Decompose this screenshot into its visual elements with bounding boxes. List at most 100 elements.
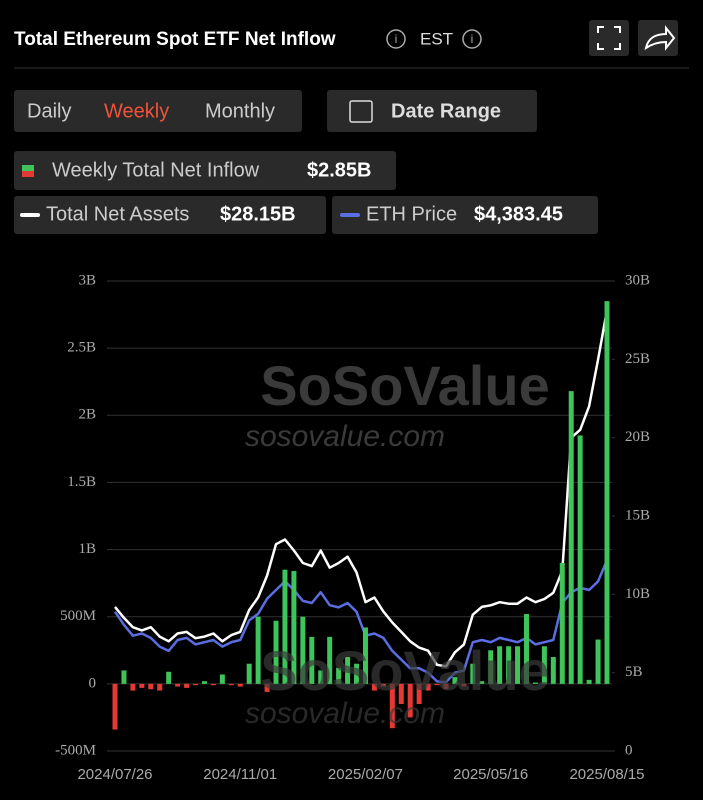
bar [219,674,225,684]
bar [523,614,529,684]
bar [452,677,458,684]
bar [398,683,404,704]
x-tick-label: 2025/05/16 [453,766,528,783]
bar [139,683,145,688]
bar [541,646,547,684]
x-tick-label: 2024/11/01 [203,766,277,783]
legend-label: Total Net Assets [46,203,189,225]
y2-tick-label: 20B [625,429,650,445]
bar [184,683,190,688]
bar [291,571,297,684]
legend-value: $4,383.45 [474,203,563,225]
info-icon[interactable] [386,29,406,49]
y-tick-label: 2.5B [67,340,96,356]
legend-item[interactable] [14,151,396,190]
y2-tick-label: 5B [625,664,643,680]
y-tick-label: 1B [78,541,96,557]
bar [130,683,136,691]
legend-item[interactable] [332,196,598,234]
bar [228,683,234,686]
bar [461,683,467,687]
bar [166,671,172,684]
bar [255,616,261,684]
bar [532,682,538,684]
bar [479,681,485,684]
legend-swatch [22,171,34,177]
bar [193,683,199,686]
bar [470,663,476,684]
bar [282,569,288,684]
watermark: sosovalue.com [245,697,445,730]
bar [246,663,252,684]
fullscreen-button[interactable] [589,20,629,56]
bar [559,563,565,684]
legend-value: $2.85B [307,159,372,181]
calendar-icon [349,100,373,123]
bar [586,679,592,684]
tab-group [14,90,302,132]
title: Total Ethereum Spot ETF Net Inflow [14,29,336,50]
date-range-label: Date Range [391,100,501,122]
bar [371,683,377,691]
x-tick-label: 2024/07/26 [77,766,152,783]
bar [407,683,413,718]
info-icon[interactable] [462,29,482,49]
tab[interactable]: Daily [27,100,71,122]
bar [264,683,270,692]
watermark: SoSoValue [260,639,549,702]
plot: 3B 2.5B 2B 1.5B 1B 500M 0 -500M 30B 25B 20B 15B 10B 5… [55,272,650,783]
bar [300,616,306,684]
bar [577,435,583,684]
legend-value: $28.15B [220,203,296,225]
timezone: EST [420,29,453,48]
y2-tick-label: 15B [625,507,650,523]
bar [443,683,449,690]
x-tick-label: 2025/08/15 [569,766,644,783]
bar [157,683,163,691]
legend-item[interactable] [14,196,326,234]
legend-label: ETH Price [366,203,457,225]
bar [515,646,521,684]
line [114,309,609,668]
bar [148,683,154,690]
bar [362,627,368,684]
y2-tick-label: 25B [625,351,650,367]
bar [345,657,351,684]
legend-swatch [22,165,34,171]
bar [595,639,601,684]
bar [210,683,216,686]
bar [121,670,127,684]
y-tick-label: 0 [89,675,97,691]
x-tick-label: 2025/02/07 [328,766,403,783]
bar [425,683,431,691]
tab[interactable]: Monthly [205,100,275,122]
tab-active[interactable]: Weekly [104,100,169,122]
y-tick-label: 2B [78,407,96,423]
share-button[interactable] [638,20,678,56]
bar [488,650,494,684]
y2-tick-label: 30B [625,272,650,288]
bar [318,670,324,684]
bar [506,646,512,684]
y-tick-label: 3B [78,272,96,288]
bar [112,683,118,730]
watermark: sosovalue.com [245,420,445,453]
bar [273,620,279,684]
y-tick-label: -500M [55,742,96,758]
bar [497,646,503,684]
share-icon [644,25,676,51]
y2-tick-label: 10B [625,586,650,602]
bar [604,301,610,684]
y2-tick-label: 0 [625,742,633,758]
bar [237,683,243,687]
y-tick-label: 500M [60,608,96,624]
y-tick-label: 1.5B [67,474,96,490]
legend-label: Weekly Total Net Inflow [52,159,260,181]
fullscreen-icon [597,26,621,50]
bar [309,636,315,684]
bar [416,683,422,704]
bar [434,683,440,686]
date-range-button[interactable] [327,90,537,132]
bar [327,636,333,684]
